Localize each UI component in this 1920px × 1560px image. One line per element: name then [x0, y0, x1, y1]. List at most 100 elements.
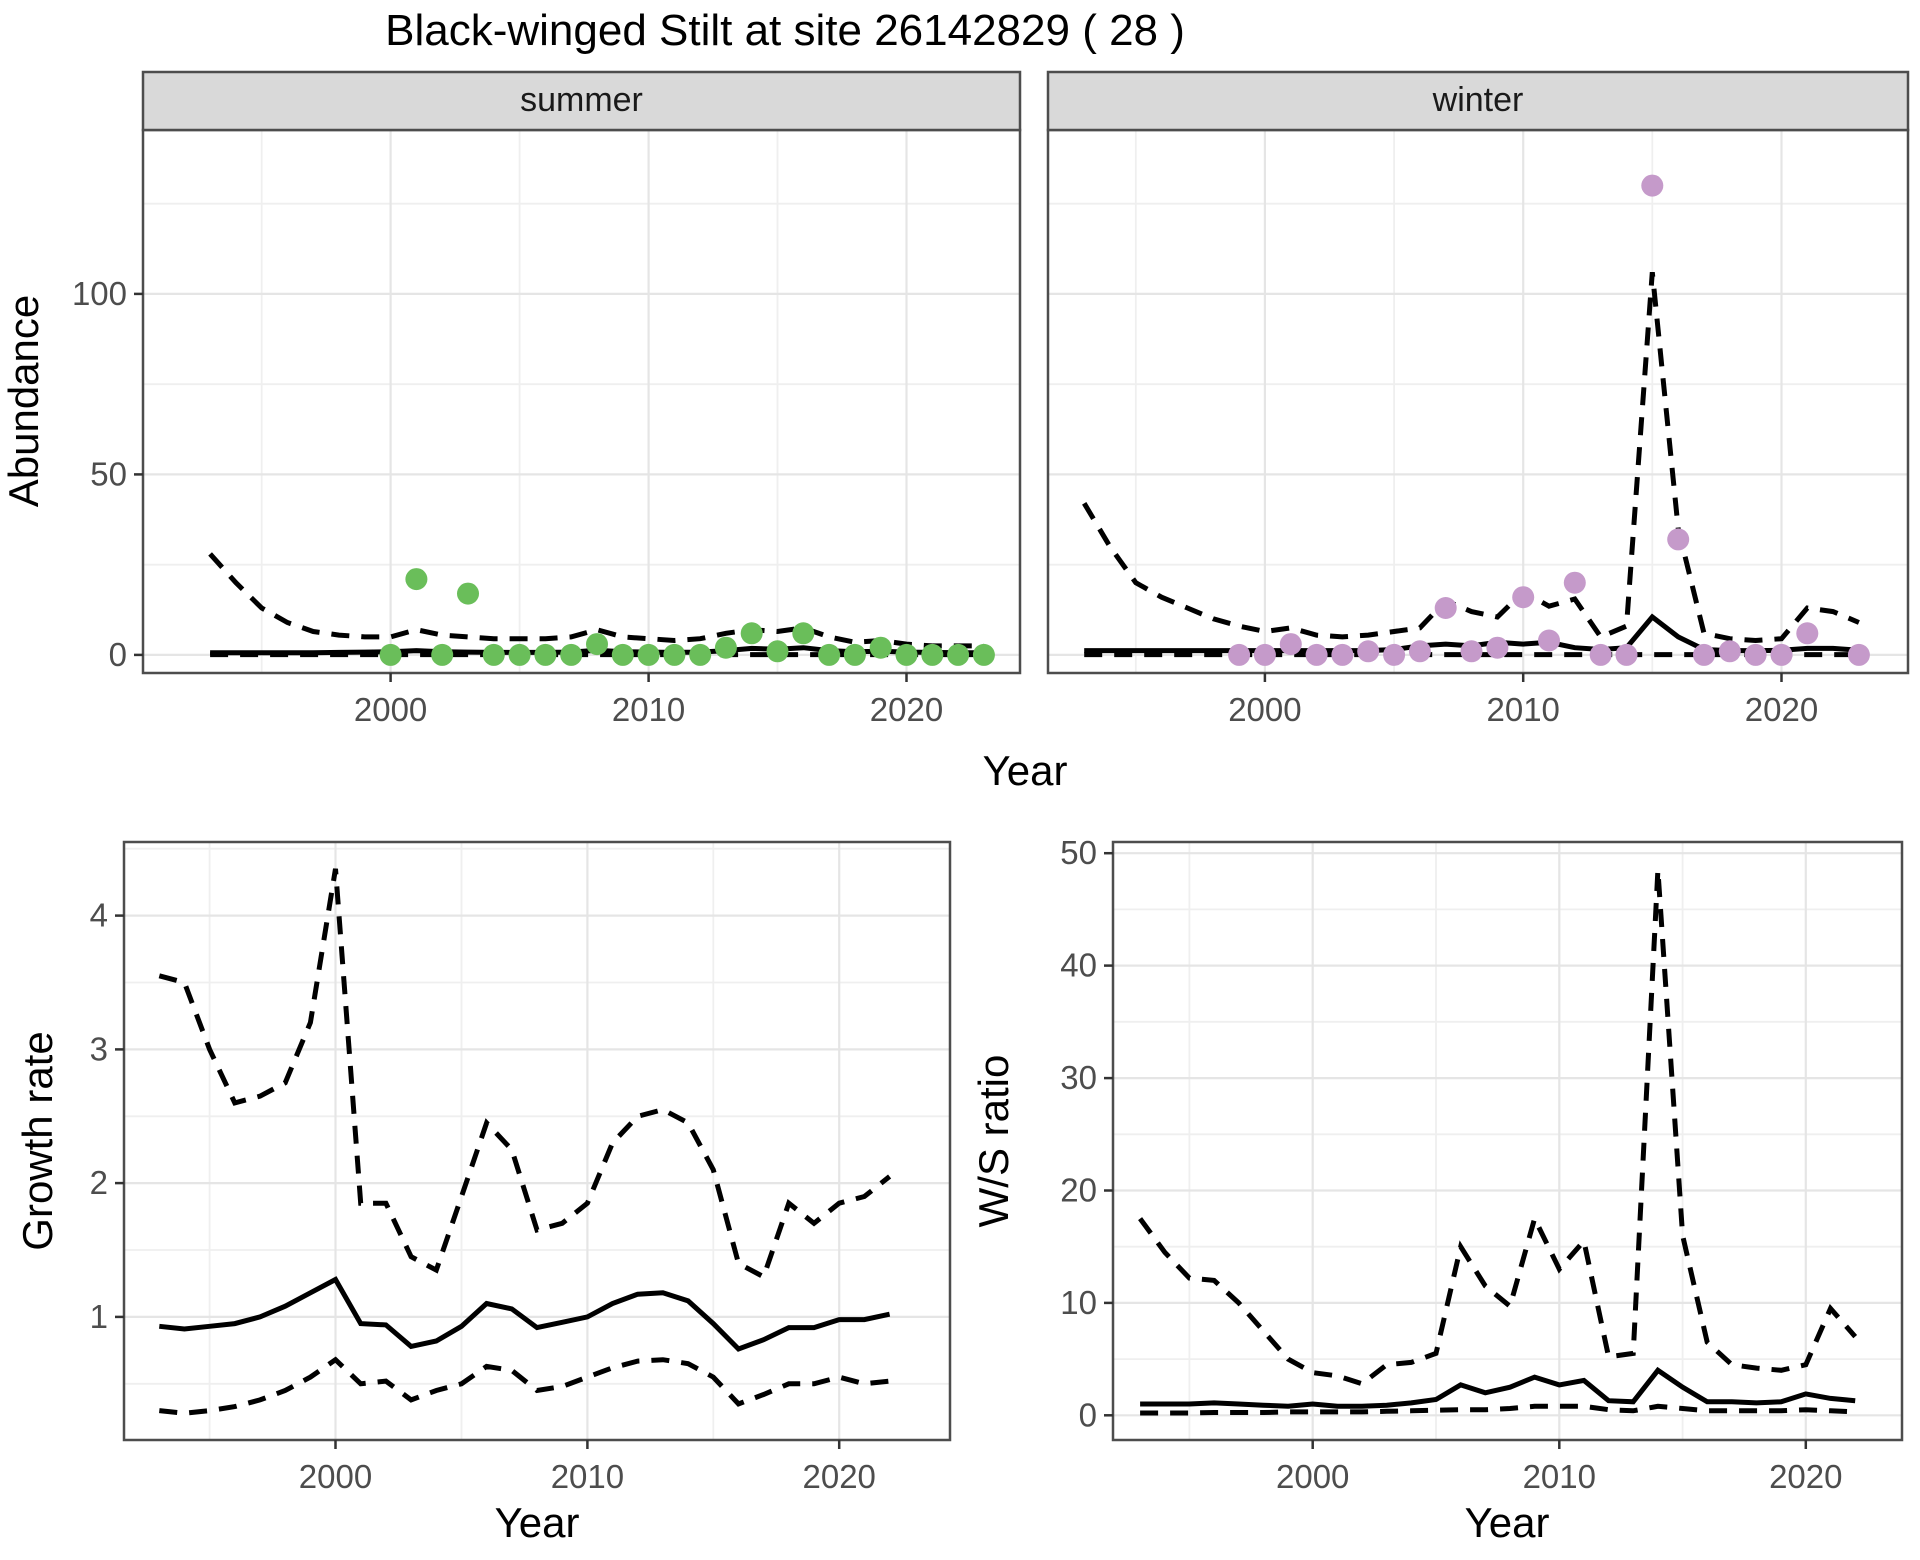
data-point: [818, 643, 841, 666]
data-point: [611, 643, 634, 666]
data-point: [921, 643, 944, 666]
y-tick-label: 4: [90, 897, 108, 934]
data-point: [1693, 643, 1715, 666]
x-tick-label: 2010: [551, 1458, 624, 1495]
upper-ci-line: [1138, 869, 1858, 1387]
data-point: [1770, 643, 1793, 666]
y-tick-label: 40: [1060, 947, 1097, 984]
data-point: [560, 643, 583, 666]
y-tick-label: 3: [90, 1030, 108, 1067]
data-point: [740, 622, 763, 645]
panel-border: [1046, 128, 1910, 675]
data-point: [1253, 643, 1276, 666]
data-point: [1615, 643, 1638, 666]
data-point: [1847, 643, 1870, 666]
chart-title: Black-winged Stilt at site 26142829 ( 28…: [385, 6, 1185, 55]
x-tick-label: 2000: [299, 1458, 372, 1495]
y-tick-label: 20: [1060, 1172, 1097, 1209]
fit-line: [1140, 1366, 1856, 1409]
y-tick-label: 0: [1079, 1396, 1097, 1433]
ws-ratio-chart: Year W/S ratio 2000 2010 2020 0 10 20 30 40 50: [970, 834, 1904, 1546]
growth-rate-chart: Year Growth rate 2000 2010 2020 1 2 3 4: [14, 840, 952, 1546]
data-point: [843, 643, 866, 666]
data-point: [1383, 643, 1406, 666]
data-point: [792, 622, 815, 645]
data-point: [1331, 643, 1354, 666]
data-point: [1563, 571, 1586, 594]
data-point: [714, 636, 737, 659]
data-point: [508, 643, 531, 666]
data-point: [689, 643, 712, 666]
data-point: [457, 582, 479, 605]
data-point: [1538, 629, 1560, 652]
data-point: [586, 633, 608, 656]
growth-x-axis-label: Year: [495, 1499, 580, 1546]
x-tick-label: 2020: [1745, 691, 1818, 728]
x-tick-label: 2010: [1486, 691, 1559, 728]
data-point: [637, 643, 660, 666]
data-point: [1279, 633, 1302, 656]
data-point: [1434, 597, 1457, 619]
data-point: [405, 568, 428, 591]
data-point: [1460, 640, 1483, 663]
facet-strip-label: winter: [1432, 81, 1524, 119]
data-point: [1744, 643, 1767, 666]
abundance-y-axis-label: Abundance: [0, 295, 47, 508]
data-point: [1641, 174, 1664, 197]
panel-border: [1111, 840, 1904, 1442]
y-tick-label: 30: [1060, 1059, 1097, 1096]
data-point: [1512, 586, 1535, 609]
data-point: [1357, 640, 1380, 663]
x-tick-label: 2020: [1769, 1458, 1842, 1495]
x-tick-label: 2020: [870, 691, 943, 728]
upper-ci-line: [208, 552, 984, 649]
x-tick-label: 2000: [1228, 691, 1301, 728]
data-point: [1589, 643, 1612, 666]
x-tick-label: 2000: [1276, 1458, 1349, 1495]
abundance-x-axis-label: Year: [983, 747, 1068, 794]
data-point: [663, 643, 686, 666]
facet-strip-label: summer: [520, 81, 643, 119]
data-point: [379, 643, 402, 666]
data-point: [972, 643, 995, 666]
facet-strip: [1046, 70, 1910, 132]
x-tick-label: 2010: [1523, 1458, 1596, 1495]
ws-y-axis-label: W/S ratio: [970, 1055, 1017, 1228]
lower-ci-line: [159, 1356, 890, 1416]
panel-border: [141, 128, 1022, 675]
y-tick-label: 10: [1060, 1284, 1097, 1321]
y-tick-label: 50: [1060, 834, 1097, 871]
data-point: [482, 643, 505, 666]
fit-line: [159, 1276, 891, 1352]
y-tick-label: 100: [72, 275, 127, 312]
data-point: [1796, 622, 1819, 645]
growth-y-axis-label: Growth rate: [14, 1031, 61, 1250]
data-point: [1718, 640, 1741, 663]
data-point: [869, 636, 892, 659]
panel-border: [122, 840, 952, 1442]
upper-ci-line: [158, 868, 892, 1281]
data-point: [895, 643, 918, 666]
data-point: [1408, 640, 1431, 663]
abundance-facet-chart: Year Abundance 2000 2010 2020 0 50 100 summer 2…: [0, 70, 1910, 794]
data-point: [431, 643, 454, 666]
y-tick-label: 50: [90, 455, 127, 492]
data-point: [766, 640, 789, 663]
y-tick-label: 1: [90, 1298, 108, 1335]
data-point: [1228, 643, 1251, 666]
x-tick-label: 2010: [612, 691, 685, 728]
y-tick-label: 2: [90, 1164, 108, 1201]
facet-strip: [141, 70, 1022, 132]
x-tick-label: 2000: [354, 691, 427, 728]
data-point: [947, 643, 970, 666]
data-point: [1486, 636, 1509, 659]
data-point: [1305, 643, 1328, 666]
x-tick-label: 2020: [802, 1458, 875, 1495]
y-tick-label: 0: [109, 636, 127, 673]
upper-ci-line: [1082, 271, 1860, 644]
ws-x-axis-label: Year: [1465, 1499, 1550, 1546]
data-point: [1667, 528, 1690, 551]
lower-ci-line: [1140, 1403, 1856, 1416]
data-point: [534, 643, 557, 666]
